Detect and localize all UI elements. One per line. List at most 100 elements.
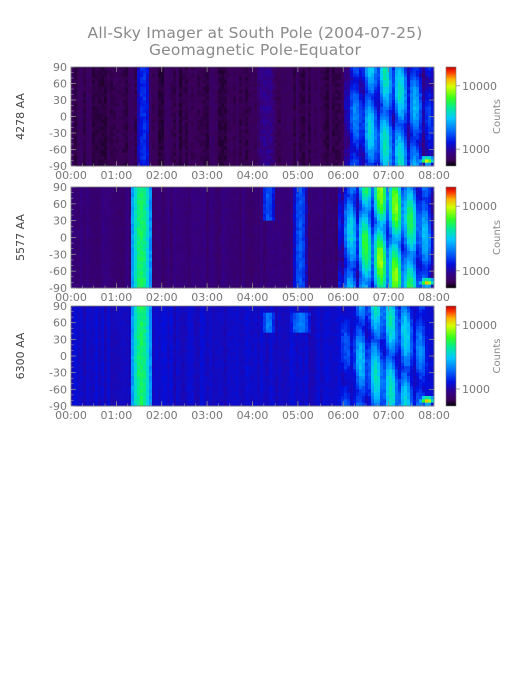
heatmap-cell: [98, 254, 102, 259]
heatmap-cell: [80, 76, 84, 81]
heatmap-cell: [149, 250, 153, 255]
heatmap-cell: [89, 220, 93, 225]
heatmap-cell: [218, 93, 222, 98]
heatmap-cell: [326, 149, 330, 154]
heatmap-cell: [284, 67, 288, 71]
heatmap-cell: [167, 230, 171, 235]
heatmap-cell: [311, 133, 315, 137]
heatmap-cell: [398, 73, 402, 78]
heatmap-cell: [281, 103, 285, 107]
heatmap-cell: [347, 149, 351, 154]
heatmap-cell: [218, 126, 222, 131]
heatmap-cell: [125, 86, 129, 91]
heatmap-cell: [242, 119, 246, 124]
heatmap-cell: [77, 264, 81, 269]
heatmap-cell: [95, 162, 99, 167]
heatmap-cell: [86, 103, 90, 107]
heatmap-cell: [236, 162, 240, 167]
heatmap-cell: [335, 136, 339, 140]
heatmap-cell: [77, 126, 81, 131]
heatmap-cell: [185, 139, 189, 144]
heatmap-cell: [203, 142, 207, 147]
heatmap-cell: [320, 70, 324, 74]
heatmap-cell: [113, 123, 117, 127]
heatmap-cell: [113, 86, 117, 91]
heatmap-cell: [341, 136, 345, 140]
heatmap-cell: [431, 116, 435, 121]
heatmap-cell: [86, 133, 90, 137]
heatmap-cell: [71, 187, 75, 191]
heatmap-cell: [224, 90, 228, 94]
heatmap-cell: [263, 119, 267, 124]
heatmap-cell: [173, 284, 177, 289]
heatmap-cell: [89, 234, 93, 238]
heatmap-cell: [311, 76, 315, 81]
x-tick-label: 02:00: [146, 169, 178, 182]
heatmap-cell: [290, 119, 294, 124]
heatmap-cell: [164, 80, 168, 84]
heatmap-cell: [137, 106, 141, 111]
heatmap-cell: [266, 109, 270, 114]
heatmap-cell: [182, 200, 186, 205]
heatmap-cell: [371, 106, 375, 111]
heatmap-cell: [92, 126, 96, 131]
heatmap-cell: [128, 257, 132, 262]
heatmap-cell: [167, 203, 171, 208]
heatmap-cell: [116, 80, 120, 84]
heatmap-cell: [134, 129, 138, 134]
heatmap-cell: [332, 113, 336, 117]
heatmap-cell: [101, 73, 105, 78]
heatmap-cell: [80, 159, 84, 164]
heatmap-cell: [425, 136, 429, 140]
heatmap-cell: [230, 109, 234, 114]
heatmap-cell: [98, 234, 102, 238]
heatmap-cell: [143, 142, 147, 147]
heatmap-cell: [176, 230, 180, 235]
heatmap-cell: [335, 83, 339, 88]
heatmap-cell: [173, 146, 177, 150]
heatmap-cell: [419, 109, 423, 114]
heatmap-cell: [146, 240, 150, 245]
heatmap-cell: [317, 152, 321, 157]
heatmap-cell: [278, 113, 282, 117]
heatmap-cell: [155, 67, 159, 71]
heatmap-cell: [401, 76, 405, 81]
heatmap-cell: [107, 126, 111, 131]
heatmap-cell: [371, 136, 375, 140]
heatmap-cell: [407, 149, 411, 154]
heatmap-cell: [233, 93, 237, 98]
heatmap-cell: [350, 86, 354, 91]
heatmap-cell: [311, 139, 315, 144]
heatmap-cell: [212, 139, 216, 144]
heatmap-cell: [212, 80, 216, 84]
heatmap-cell: [95, 224, 99, 228]
heatmap-cell: [341, 152, 345, 157]
heatmap-cell: [230, 152, 234, 157]
heatmap-cell: [383, 133, 387, 137]
heatmap-cell: [179, 220, 183, 225]
heatmap-cell: [125, 261, 129, 265]
heatmap-cell: [419, 113, 423, 117]
heatmap-cell: [95, 203, 99, 208]
heatmap-cell: [137, 247, 141, 252]
heatmap-cell: [290, 67, 294, 71]
heatmap-cell: [107, 162, 111, 167]
heatmap-cell: [74, 250, 78, 255]
heatmap-cell: [188, 123, 192, 127]
heatmap-cell: [80, 254, 84, 259]
heatmap-cell: [281, 133, 285, 137]
heatmap-cell: [182, 237, 186, 242]
heatmap-cell: [137, 244, 141, 248]
heatmap-cell: [104, 277, 108, 282]
heatmap-cell: [257, 142, 261, 147]
heatmap-cell: [281, 159, 285, 164]
heatmap-cell: [326, 83, 330, 88]
heatmap-cell: [77, 67, 81, 71]
heatmap-cell: [86, 220, 90, 225]
heatmap-cell: [89, 83, 93, 88]
heatmap-cell: [167, 96, 171, 101]
heatmap-cell: [281, 83, 285, 88]
heatmap-cell: [89, 200, 93, 205]
heatmap-cell: [422, 129, 426, 134]
heatmap-cell: [176, 224, 180, 228]
